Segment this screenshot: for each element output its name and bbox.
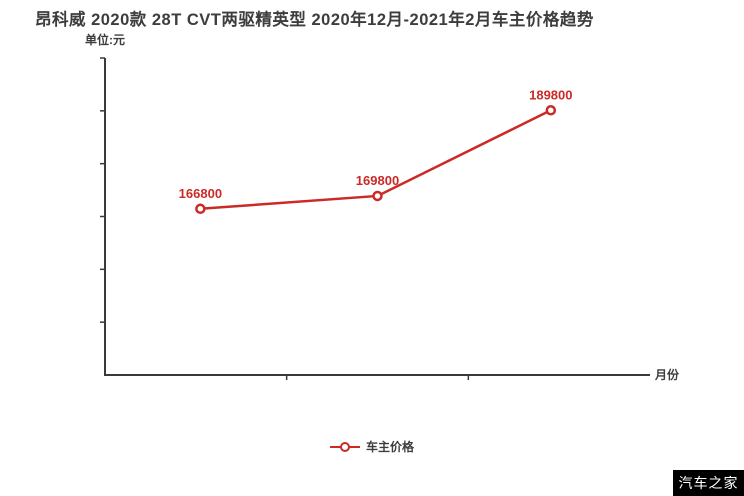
data-point-marker xyxy=(545,105,557,116)
autohome-watermark: 汽车之家 xyxy=(673,470,744,496)
legend-circle-marker-icon xyxy=(339,441,350,452)
data-point-label: 169800 xyxy=(356,173,399,188)
chart-title: 昂科威 2020款 28T CVT两驱精英型 2020年12月-2021年2月车… xyxy=(35,11,594,29)
chart-legend: 车主价格 xyxy=(0,438,744,455)
legend-series-label: 车主价格 xyxy=(365,440,414,454)
data-point-marker xyxy=(195,203,206,215)
x-axis-label: 月份 xyxy=(655,368,680,382)
data-point-marker xyxy=(372,190,383,202)
y-axis-unit-label: 单位:元 xyxy=(85,33,125,47)
data-point-label: 189800 xyxy=(529,87,572,102)
legend-line-marker-icon xyxy=(329,441,360,453)
data-point-label: 166800 xyxy=(179,186,222,201)
